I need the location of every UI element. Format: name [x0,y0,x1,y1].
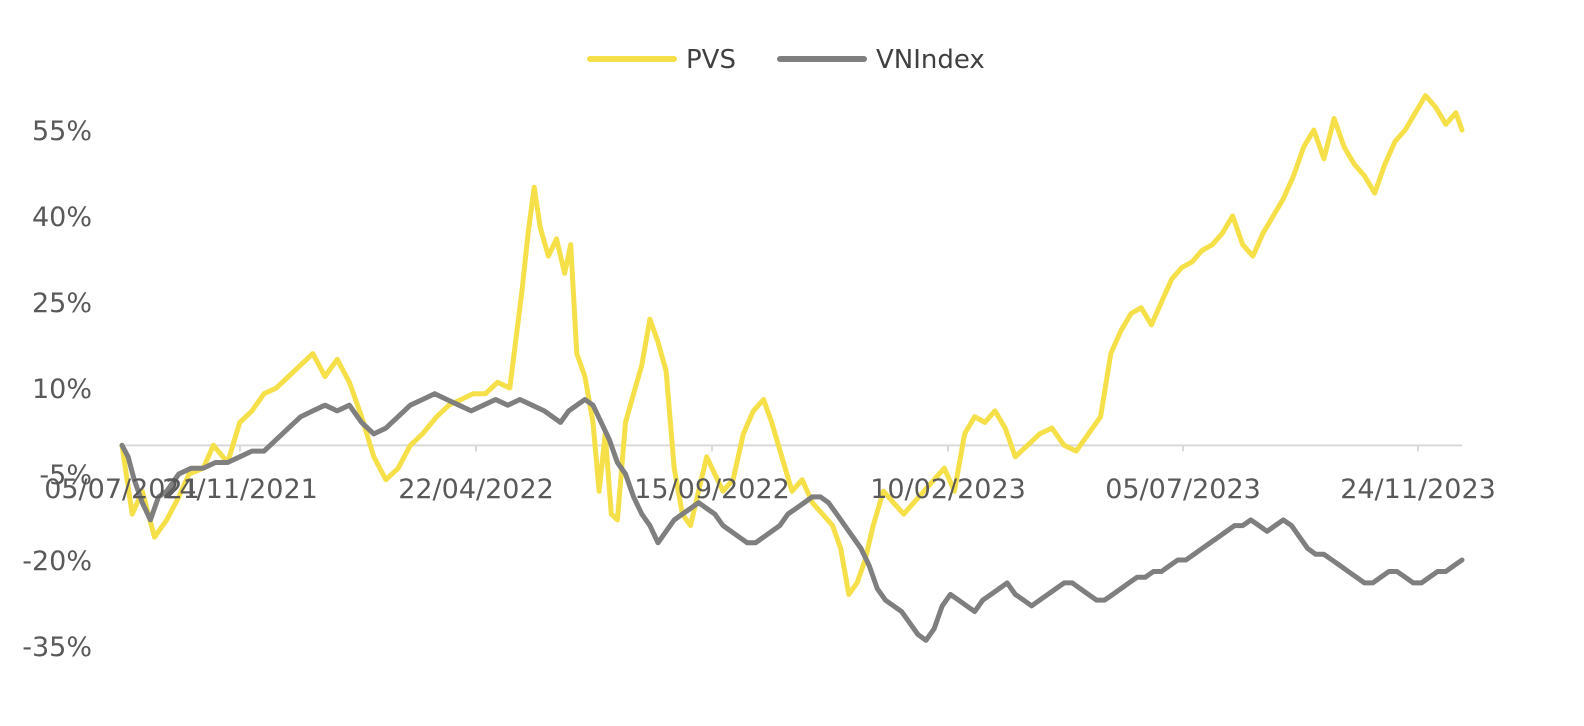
x-tick-label: 05/07/2021 [44,474,200,505]
x-tick-label: 15/09/2022 [634,474,790,505]
x-tick-label: 05/07/2023 [1105,474,1261,505]
y-axis: 55% 40% 25% 10% -5% -20% -35% [22,116,92,663]
y-tick-label: -35% [22,632,92,663]
legend-label: PVS [686,45,736,75]
legend: PVS VNIndex [587,45,985,75]
y-tick-label: 55% [32,116,92,147]
x-tick-label: 10/02/2023 [870,474,1026,505]
y-tick-label: 10% [32,374,92,405]
series-line-vnindex [119,391,1465,643]
x-tick-label: 24/11/2023 [1340,474,1496,505]
x-tick-label: 22/04/2022 [398,474,554,505]
legend-label: VNIndex [876,45,985,75]
series-line-pvs [119,93,1465,597]
zero-line [121,444,1462,452]
y-tick-label: -20% [22,546,92,577]
x-tick-label: 24/11/2021 [162,474,318,505]
legend-item-vnindex: VNIndex [777,45,985,75]
series-lines [119,93,1465,643]
y-tick-label: -5% [39,460,92,491]
y-tick-label: 25% [32,288,92,319]
y-tick-label: 40% [32,202,92,233]
legend-item-pvs: PVS [587,45,736,75]
